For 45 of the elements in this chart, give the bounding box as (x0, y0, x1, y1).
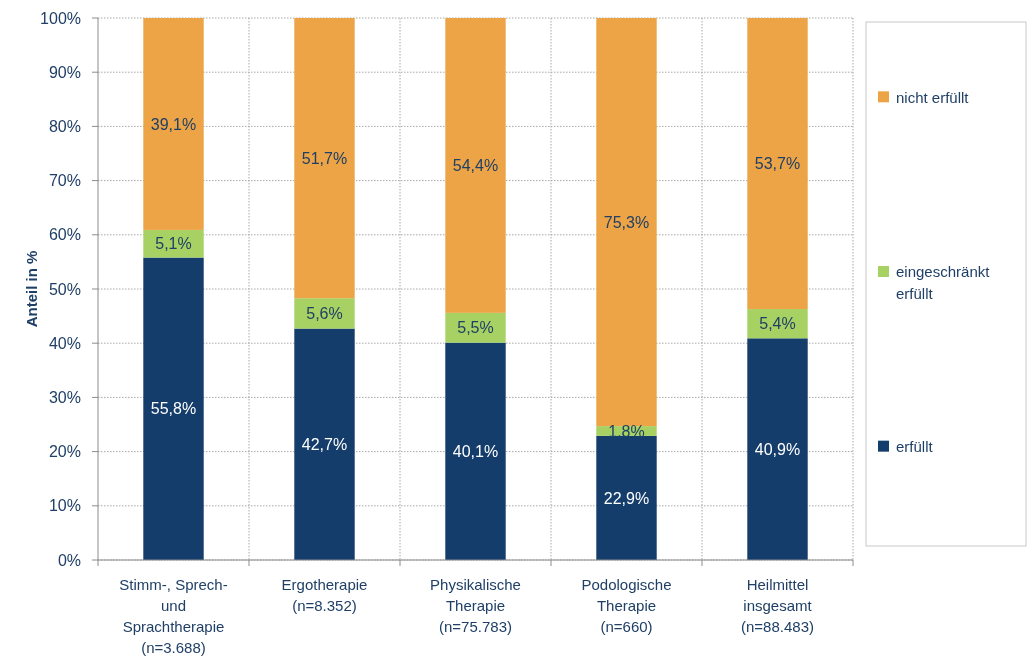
x-tick-label: Stimm-, Sprech- und Sprachtherapie (n=3.688) (119, 576, 228, 656)
data-label: 54,4% (452, 157, 499, 175)
y-tick-label: 0% (57, 551, 81, 569)
bar (143, 257, 204, 560)
data-label: 40,9% (754, 440, 801, 458)
bar (445, 342, 506, 560)
bar (294, 328, 355, 560)
x-tick-label: Ergotherapie (n=8.352) (281, 576, 368, 614)
data-label: 1,8% (608, 422, 645, 440)
y-tick-label: 60% (48, 226, 81, 244)
x-tick-label: Heilmittel insgesamt (n=88.483) (741, 576, 814, 635)
data-label: 5,6% (306, 304, 343, 322)
data-label: 39,1% (150, 115, 197, 133)
legend-label: nicht erfüllt (896, 88, 970, 106)
data-label: 42,7% (301, 435, 348, 453)
x-tick-label: Physikalische Therapie (n=75.783) (430, 576, 521, 635)
y-tick-label: 100% (40, 9, 81, 27)
bar (445, 18, 506, 313)
legend-label: erfüllt (896, 437, 934, 455)
bar (747, 18, 808, 310)
x-tick-label: Podologische Therapie (n=660) (581, 576, 672, 635)
y-tick-label: 80% (48, 118, 81, 135)
data-label: 75,3% (603, 213, 650, 231)
y-tick-label: 50% (48, 280, 81, 298)
data-label: 5,5% (457, 319, 494, 337)
bar (747, 338, 808, 560)
y-tick-label: 70% (48, 172, 81, 190)
y-tick-label: 40% (48, 334, 81, 352)
legend-label: eingeschränkt erfüllt (896, 263, 991, 303)
data-label: 5,1% (155, 235, 192, 253)
data-label: 51,7% (301, 149, 348, 167)
y-axis-title: Anteil in % (23, 250, 40, 328)
data-label: 5,4% (759, 315, 796, 333)
y-tick-label: 20% (48, 443, 81, 461)
bar (294, 18, 355, 299)
data-label: 53,7% (754, 155, 801, 173)
bar (596, 18, 657, 427)
y-tick-label: 30% (48, 389, 81, 406)
data-label: 55,8% (150, 400, 197, 418)
bar (143, 18, 204, 230)
y-tick-label: 90% (48, 63, 81, 81)
data-label: 22,9% (603, 489, 650, 507)
data-label: 40,1% (452, 442, 499, 460)
bar (294, 298, 355, 329)
y-tick-label: 10% (48, 497, 81, 515)
